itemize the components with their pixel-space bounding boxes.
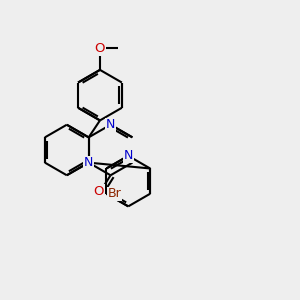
Text: N: N xyxy=(106,118,115,131)
Text: N: N xyxy=(124,149,133,162)
Text: O: O xyxy=(93,185,104,198)
Text: Br: Br xyxy=(108,187,122,200)
Text: N: N xyxy=(84,156,93,169)
Text: O: O xyxy=(95,42,105,55)
